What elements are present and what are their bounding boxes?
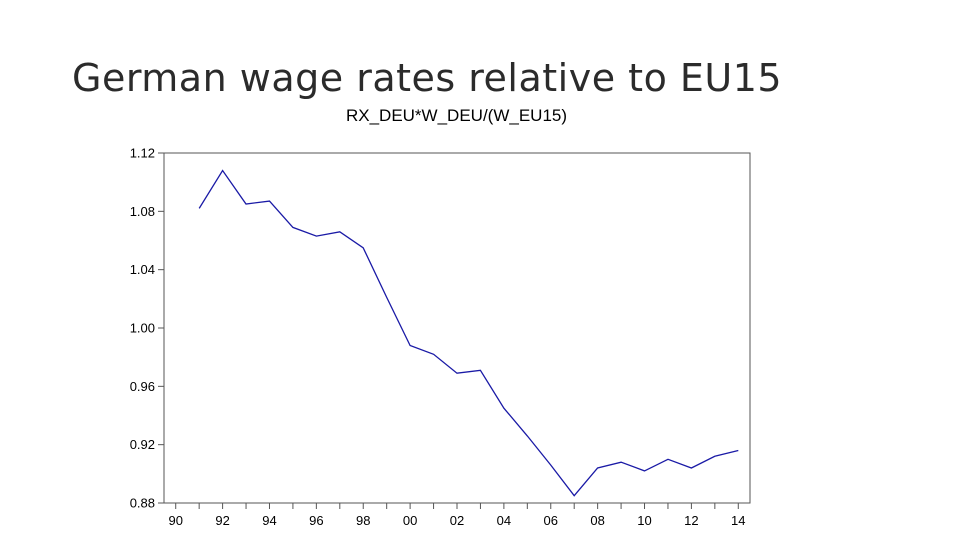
x-tick-label: 90 [168,513,182,528]
x-tick-label: 14 [731,513,745,528]
x-tick-label: 00 [403,513,417,528]
y-tick-label: 0.92 [130,437,155,452]
x-tick-label: 98 [356,513,370,528]
series-line [198,169,739,497]
y-tick-label: 0.88 [130,496,155,511]
x-tick-label: 08 [590,513,604,528]
x-tick-label: 10 [637,513,651,528]
x-tick-label: 02 [450,513,464,528]
slide-title: German wage rates relative to EU15 [72,56,783,100]
x-tick-label: 04 [497,513,511,528]
x-tick-label: 06 [544,513,558,528]
y-tick-label: 0.96 [130,379,155,394]
plot-frame [163,152,751,504]
y-axis: 0.88 0.92 0.96 1.00 1.04 1.08 1.12 [130,146,164,511]
y-tick-label: 1.12 [130,146,155,161]
y-tick-label: 1.04 [130,262,155,277]
x-tick-label: 96 [309,513,323,528]
x-axis: 90 92 94 96 98 00 02 04 06 08 10 12 14 [168,503,746,528]
x-tick-label: 94 [262,513,276,528]
y-tick-label: 1.08 [130,204,155,219]
x-tick-label: 92 [215,513,229,528]
chart-title: RX_DEU*W_DEU/(W_EU15) [345,106,568,125]
x-tick-label: 12 [684,513,698,528]
y-tick-label: 1.00 [130,321,155,336]
